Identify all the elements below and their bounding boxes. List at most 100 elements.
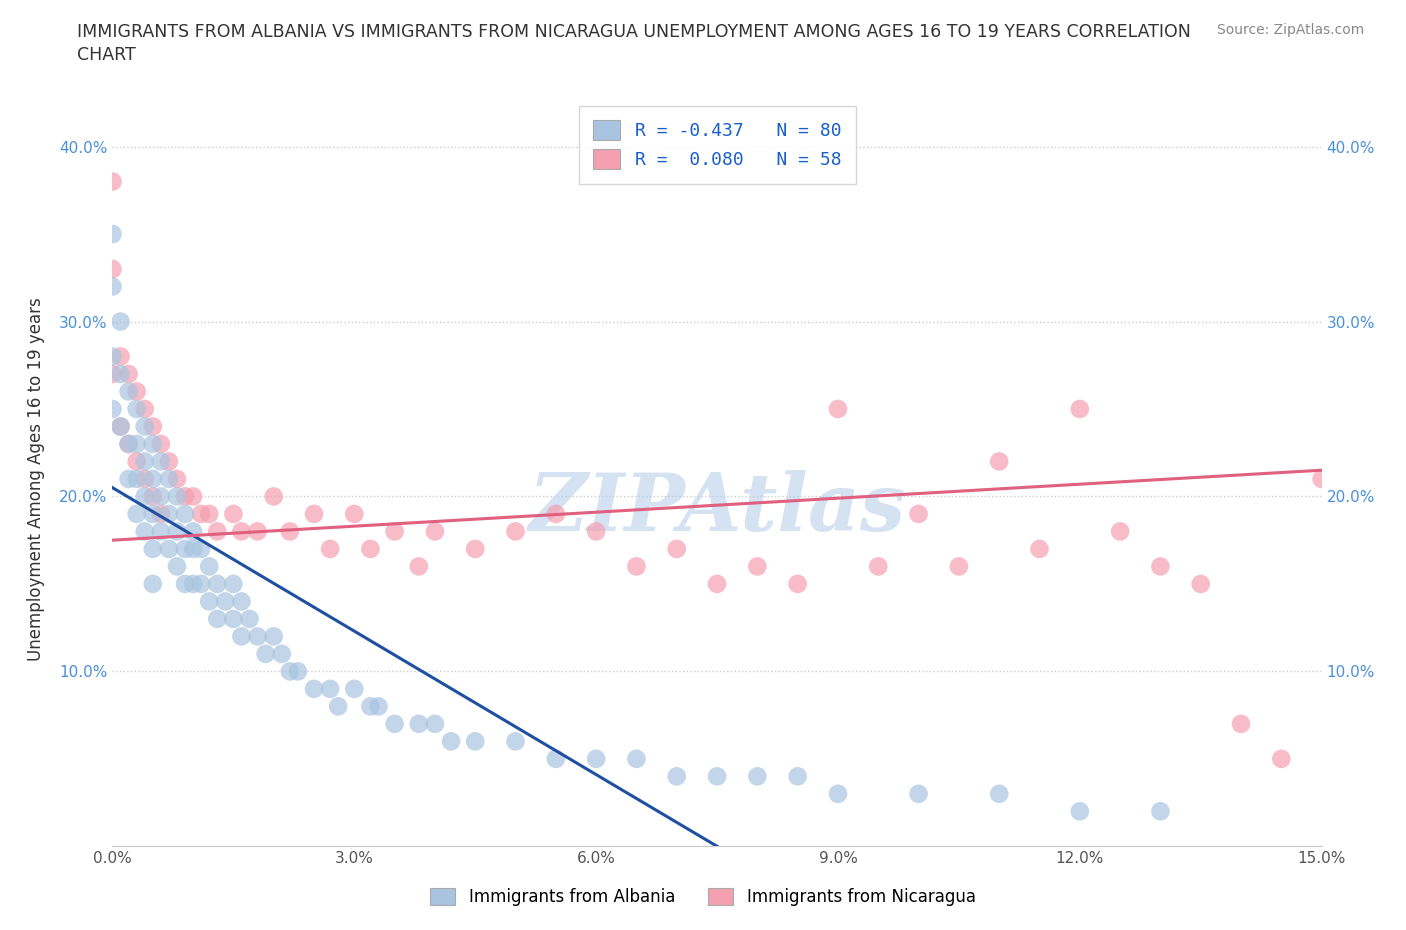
Point	[222, 507, 245, 522]
Point	[1230, 716, 1253, 731]
Point	[207, 577, 229, 591]
Point	[238, 611, 260, 626]
Point	[231, 594, 253, 609]
Point	[101, 402, 124, 417]
Point	[367, 699, 389, 714]
Point	[868, 559, 890, 574]
Point	[423, 716, 446, 731]
Point	[665, 769, 688, 784]
Point	[190, 577, 212, 591]
Point	[319, 682, 342, 697]
Point	[174, 507, 197, 522]
Point	[142, 489, 165, 504]
Point	[214, 594, 236, 609]
Point	[1270, 751, 1292, 766]
Point	[544, 751, 567, 766]
Point	[134, 402, 156, 417]
Point	[125, 472, 148, 486]
Point	[1351, 489, 1374, 504]
Point	[263, 629, 285, 644]
Point	[464, 734, 486, 749]
Point	[585, 524, 607, 538]
Point	[464, 541, 486, 556]
Point	[174, 577, 197, 591]
Point	[246, 629, 269, 644]
Point	[786, 769, 808, 784]
Point	[157, 507, 180, 522]
Legend: Immigrants from Albania, Immigrants from Nicaragua: Immigrants from Albania, Immigrants from…	[423, 881, 983, 912]
Point	[134, 454, 156, 469]
Point	[505, 734, 527, 749]
Point	[149, 489, 172, 504]
Point	[1069, 402, 1091, 417]
Point	[343, 682, 366, 697]
Point	[110, 314, 132, 329]
Point	[786, 577, 808, 591]
Point	[626, 751, 648, 766]
Legend: R = -0.437   N = 80, R =  0.080   N = 58: R = -0.437 N = 80, R = 0.080 N = 58	[578, 106, 856, 183]
Point	[101, 279, 124, 294]
Point	[101, 261, 124, 276]
Point	[302, 682, 325, 697]
Point	[101, 366, 124, 381]
Point	[181, 524, 204, 538]
Point	[585, 751, 607, 766]
Point	[665, 541, 688, 556]
Point	[142, 419, 165, 434]
Point	[142, 507, 165, 522]
Point	[423, 524, 446, 538]
Point	[142, 472, 165, 486]
Point	[134, 524, 156, 538]
Point	[988, 454, 1011, 469]
Point	[110, 349, 132, 364]
Point	[149, 507, 172, 522]
Point	[149, 436, 172, 451]
Point	[1069, 804, 1091, 818]
Point	[134, 419, 156, 434]
Point	[198, 594, 221, 609]
Point	[125, 454, 148, 469]
Point	[222, 611, 245, 626]
Point	[263, 489, 285, 504]
Point	[408, 716, 430, 731]
Point	[827, 787, 849, 802]
Text: Source: ZipAtlas.com: Source: ZipAtlas.com	[1216, 23, 1364, 37]
Point	[142, 577, 165, 591]
Point	[207, 611, 229, 626]
Point	[110, 419, 132, 434]
Point	[117, 366, 139, 381]
Point	[190, 507, 212, 522]
Point	[384, 716, 406, 731]
Point	[1189, 577, 1212, 591]
Point	[181, 489, 204, 504]
Point	[134, 472, 156, 486]
Point	[125, 436, 148, 451]
Point	[101, 174, 124, 189]
Point	[142, 436, 165, 451]
Text: ZIPAtlas: ZIPAtlas	[529, 470, 905, 547]
Point	[157, 454, 180, 469]
Point	[166, 559, 188, 574]
Point	[408, 559, 430, 574]
Point	[988, 787, 1011, 802]
Point	[174, 489, 197, 504]
Point	[125, 402, 148, 417]
Point	[278, 664, 301, 679]
Point	[343, 507, 366, 522]
Point	[231, 524, 253, 538]
Point	[278, 524, 301, 538]
Point	[827, 402, 849, 417]
Point	[1149, 804, 1171, 818]
Y-axis label: Unemployment Among Ages 16 to 19 years: Unemployment Among Ages 16 to 19 years	[27, 297, 45, 661]
Point	[246, 524, 269, 538]
Point	[1149, 559, 1171, 574]
Point	[101, 349, 124, 364]
Point	[181, 541, 204, 556]
Point	[117, 436, 139, 451]
Point	[198, 507, 221, 522]
Point	[207, 524, 229, 538]
Point	[747, 769, 769, 784]
Point	[125, 507, 148, 522]
Point	[254, 646, 277, 661]
Point	[359, 541, 381, 556]
